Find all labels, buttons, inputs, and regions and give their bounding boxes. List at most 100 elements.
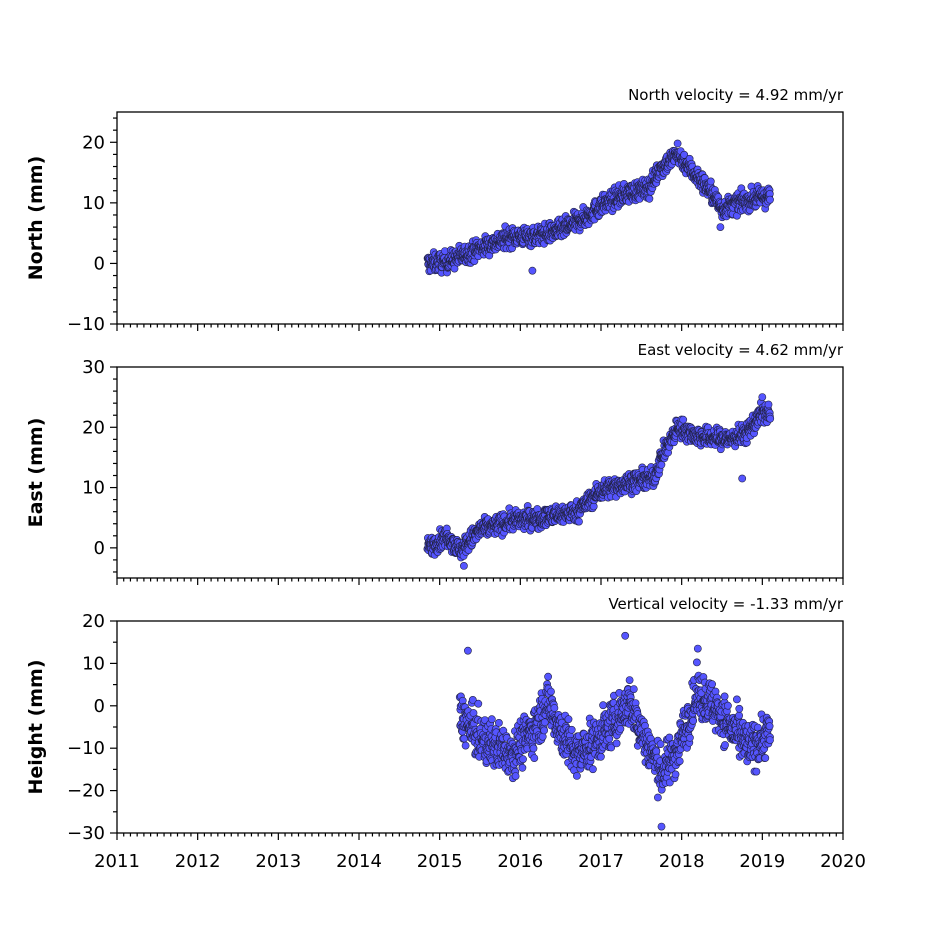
data-point (540, 718, 549, 727)
data-point (597, 752, 605, 761)
axes-frame-east (116, 366, 844, 579)
data-point (758, 393, 767, 401)
y-tick-label-north: 20 (82, 132, 105, 153)
data-point (487, 715, 496, 724)
data-point (530, 754, 539, 762)
x-tick-label: 2018 (659, 851, 705, 872)
x-tick-label: 2012 (175, 851, 221, 872)
data-point (573, 772, 581, 780)
data-point (589, 765, 597, 774)
data-point (529, 744, 538, 753)
data-point (764, 400, 773, 409)
x-tick-label: 2019 (739, 851, 785, 872)
data-point (528, 266, 537, 275)
data-point (518, 763, 527, 772)
y-tick-label-height: −20 (67, 781, 105, 802)
y-tick-label-east: 20 (82, 417, 105, 438)
data-point (708, 680, 716, 689)
y-tick-label-height: −10 (67, 738, 105, 759)
data-points-north (423, 139, 774, 277)
y-tick-label-north: −10 (67, 314, 105, 335)
x-tick-label: 2020 (820, 851, 866, 872)
data-point (474, 699, 483, 708)
data-point (605, 734, 614, 743)
data-point (511, 772, 520, 780)
y-axis-label-east: East (mm) (25, 418, 47, 528)
data-point (671, 770, 680, 779)
y-tick-label-height: 0 (94, 696, 105, 717)
data-point (468, 696, 477, 704)
data-point (693, 644, 702, 653)
y-tick-label-east: 10 (82, 478, 105, 499)
data-point (716, 223, 725, 231)
data-point (544, 672, 552, 681)
y-tick-label-north: 0 (94, 253, 105, 274)
data-point (616, 725, 625, 733)
y-tick-label-east: 30 (82, 357, 105, 378)
data-point (612, 739, 621, 748)
data-point (675, 757, 684, 765)
data-point (766, 736, 774, 744)
data-point (461, 741, 470, 750)
data-point (673, 139, 682, 148)
y-tick-label-height: 20 (82, 611, 105, 632)
y-tick-label-height: −30 (67, 823, 105, 844)
data-point (621, 631, 630, 640)
data-point (733, 695, 741, 704)
data-point (665, 733, 674, 742)
data-point (463, 646, 472, 655)
data-point (629, 685, 638, 693)
panel-title-east: East velocity = 4.62 mm/yr (638, 341, 844, 359)
x-tick-label: 2015 (417, 851, 463, 872)
data-point (693, 658, 701, 667)
data-point (550, 704, 559, 712)
data-point (689, 716, 697, 725)
data-point (540, 726, 548, 735)
data-point (494, 719, 503, 727)
data-point (547, 687, 555, 696)
data-point (706, 177, 715, 186)
data-point (607, 743, 616, 752)
x-tick-label: 2011 (94, 851, 140, 872)
data-point (459, 562, 468, 570)
panel-title-north: North velocity = 4.92 mm/yr (628, 86, 844, 104)
data-point (625, 676, 634, 684)
data-point (450, 264, 459, 273)
data-point (752, 767, 761, 776)
data-point (735, 711, 743, 720)
data-point (656, 740, 665, 748)
y-axis-label-height: Height (mm) (25, 659, 47, 794)
y-tick-label-height: 10 (82, 653, 105, 674)
data-points-east (423, 393, 775, 570)
data-point (654, 793, 662, 802)
data-point (735, 704, 744, 713)
data-points-height (455, 631, 774, 831)
x-tick-label: 2014 (336, 851, 382, 872)
data-point (721, 741, 729, 749)
data-point (564, 715, 573, 724)
data-point (686, 733, 694, 742)
data-point (766, 195, 774, 204)
x-tick-label: 2013 (255, 851, 301, 872)
data-point (679, 415, 688, 424)
data-point (738, 474, 747, 483)
data-point (575, 517, 583, 526)
data-point (567, 725, 576, 734)
data-point (645, 194, 654, 203)
x-tick-label: 2017 (578, 851, 624, 872)
data-point (519, 755, 527, 764)
data-point (765, 722, 774, 731)
data-point (599, 701, 607, 710)
panel-title-height: Vertical velocity = -1.33 mm/yr (608, 595, 843, 613)
data-point (720, 692, 729, 701)
data-point (657, 822, 666, 831)
data-point (766, 414, 775, 423)
x-tick-label: 2016 (497, 851, 543, 872)
data-point (652, 747, 661, 756)
y-tick-label-east: 0 (94, 538, 105, 559)
data-point (657, 460, 666, 469)
data-point (538, 732, 547, 741)
y-axis-label-north: North (mm) (25, 156, 47, 281)
y-tick-label-north: 10 (82, 193, 105, 214)
data-point (761, 754, 770, 762)
